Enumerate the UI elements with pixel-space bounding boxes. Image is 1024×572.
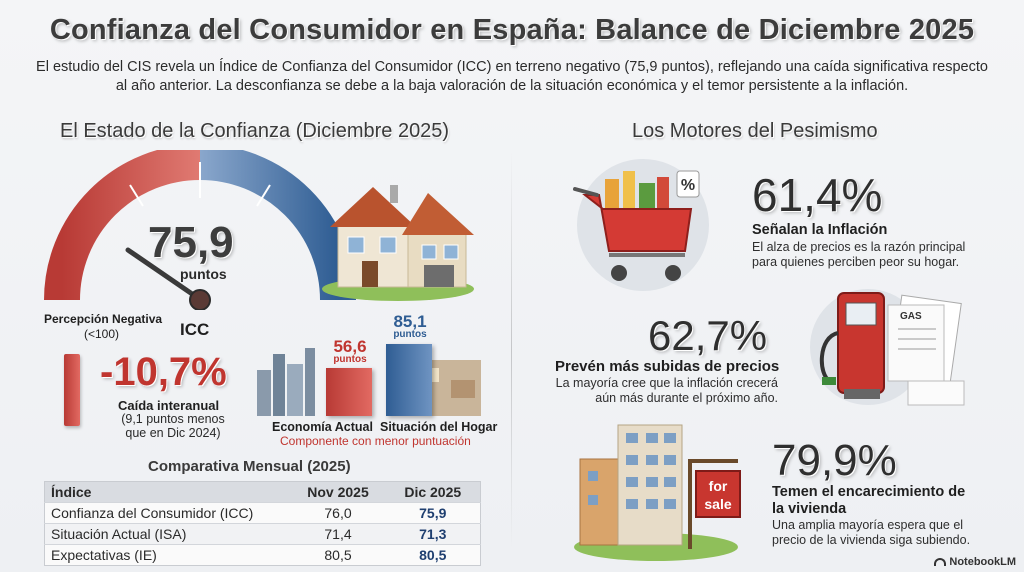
bar-economia-value: 56,6 xyxy=(333,337,367,356)
stat-head-2: Prevén más subidas de precios xyxy=(555,358,780,375)
drop-value: -10,7% xyxy=(100,350,227,394)
drop-bar xyxy=(64,354,80,426)
table-cell: 71,4 xyxy=(290,523,386,545)
icc-unit: puntos xyxy=(180,266,227,282)
table-cell: 71,3 xyxy=(385,523,481,545)
table-cell: 80,5 xyxy=(290,544,386,566)
gauge-red-arc xyxy=(44,150,201,301)
table-cell: Expectativas (IE) xyxy=(44,544,291,566)
sale-sign-line1: for xyxy=(709,478,728,494)
table-header-index: Índice xyxy=(44,481,291,503)
house-icon xyxy=(322,185,474,301)
gauge-pivot xyxy=(189,289,211,310)
negative-perception-label: Percepción Negativa xyxy=(44,312,163,326)
table-cell: Confianza del Consumidor (ICC) xyxy=(44,502,291,524)
footer-label: NotebookLM xyxy=(949,556,1016,568)
stat-value-1: 61,4% xyxy=(752,169,883,221)
table-row: Expectativas (IE) 80,5 80,5 xyxy=(44,544,481,566)
table-cell: 75,9 xyxy=(385,502,481,524)
table-cell: Situación Actual (ISA) xyxy=(44,523,291,545)
bar-hogar-unit: puntos xyxy=(393,329,427,340)
bar-situacion-hogar xyxy=(386,344,432,416)
page-title: Confianza del Consumidor en España: Bala… xyxy=(49,14,975,46)
section-divider xyxy=(511,150,512,550)
drop-detail: (9,1 puntos menos que en Dic 2024) xyxy=(121,412,225,440)
negative-range-label: (<100) xyxy=(84,327,120,341)
bar-economia-label: Economía Actual xyxy=(272,420,373,434)
comparison-table: Índice Nov 2025 Dic 2025 Confianza del C… xyxy=(44,481,481,566)
gas-label: GAS xyxy=(900,311,922,322)
stat-head-3: Temen el encarecimiento de la vivienda xyxy=(772,484,966,517)
intro-text: El estudio del CIS revela un Índice de C… xyxy=(36,59,988,94)
bar-hogar-label: Situación del Hogar xyxy=(380,420,498,434)
gauge-blue-arc xyxy=(199,150,356,301)
right-section-title: Los Motores del Pesimismo xyxy=(632,120,878,142)
bar-note: Componente con menor puntuación xyxy=(280,434,471,448)
stat-desc-1: El alza de precios es la razón principal… xyxy=(752,240,966,269)
table-title: Comparativa Mensual (2025) xyxy=(148,458,351,475)
stat-value-2: 62,7% xyxy=(648,312,768,359)
gas-pump-icon: GAS xyxy=(810,289,965,406)
table-header-row: Índice Nov 2025 Dic 2025 xyxy=(44,481,481,503)
table-row: Confianza del Consumidor (ICC) 76,0 75,9 xyxy=(44,502,481,524)
icc-label: ICC xyxy=(180,320,210,339)
bar-economia-unit: puntos xyxy=(333,354,367,365)
table-cell: 76,0 xyxy=(290,502,386,524)
stat-value-3: 79,9% xyxy=(772,436,897,485)
notebooklm-logo-icon xyxy=(934,558,947,567)
stat-head-1: Señalan la Inflación xyxy=(752,222,888,238)
icc-value: 75,9 xyxy=(148,218,234,267)
stat-desc-3: Una amplia mayoría espera que el precio … xyxy=(772,518,971,547)
table-cell: 80,5 xyxy=(385,544,481,566)
table-row: Situación Actual (ISA) 71,4 71,3 xyxy=(44,523,481,545)
building-for-sale-icon: for sale xyxy=(574,424,741,561)
bar-economia-actual xyxy=(326,368,372,416)
table-header-dic: Dic 2025 xyxy=(385,481,481,503)
left-section-title: El Estado de la Confianza (Diciembre 202… xyxy=(60,120,450,142)
drop-label: Caída interanual xyxy=(118,398,220,413)
gauge-needle xyxy=(125,247,201,301)
stat-desc-2: La mayoría cree que la inflación crecerá… xyxy=(555,376,778,405)
shopping-cart-icon: % xyxy=(573,159,709,291)
icc-gauge xyxy=(44,150,356,310)
sale-sign-line2: sale xyxy=(704,496,731,512)
bar-hogar-value: 85,1 xyxy=(393,312,427,331)
table-header-nov: Nov 2025 xyxy=(290,481,386,503)
price-tag-percent: % xyxy=(681,177,695,194)
footer-brand: NotebookLM xyxy=(934,556,1016,568)
